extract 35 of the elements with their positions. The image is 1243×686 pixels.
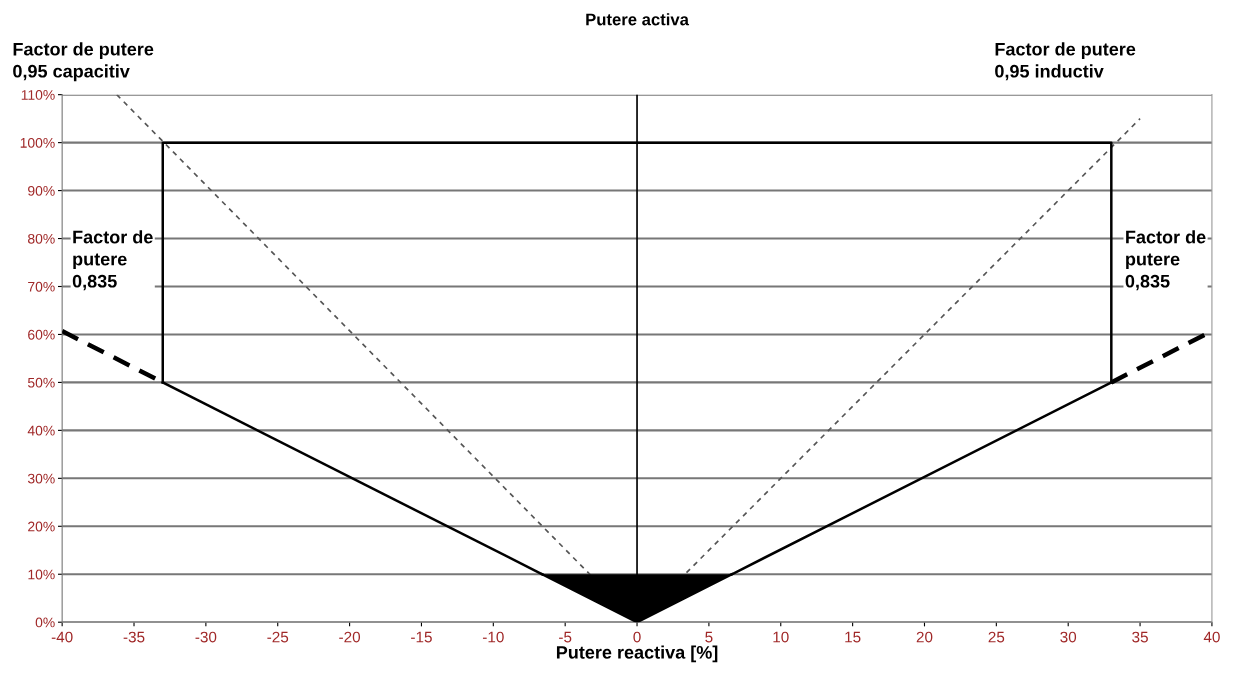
annotation: Factor de putere 0,835 (72, 230, 153, 291)
y-tick-label: 100% (20, 137, 55, 148)
x-tick-label: 35 (1132, 631, 1148, 643)
x-tick-label: 0 (633, 631, 641, 643)
x-tick-label: 25 (988, 631, 1005, 643)
x-tick-label: -30 (195, 631, 217, 643)
x-tick-label: -20 (339, 631, 361, 643)
x-tick-label: -25 (267, 631, 289, 643)
y-tick-label: 20% (28, 521, 55, 532)
x-tick-label: 15 (845, 631, 861, 643)
x-tick-label: -15 (411, 631, 432, 643)
x-tick-label: 30 (1060, 631, 1077, 643)
x-tick-label: 5 (705, 631, 713, 643)
y-tick-label: 10% (28, 569, 55, 580)
text: Factor de putere 0,95 inductiv (995, 42, 1136, 81)
x-tick-label: 40 (1203, 631, 1220, 643)
x-tick-label: 10 (773, 631, 789, 643)
y-tick-label: 0% (35, 617, 55, 628)
y-tick-label: 60% (28, 329, 55, 340)
x-tick-label: -40 (51, 631, 73, 643)
y-tick-label: 90% (28, 185, 55, 196)
x-tick-label: -10 (482, 631, 504, 643)
annotation: Factor de putere 0,835 (1125, 230, 1206, 291)
chart-title: Putere activa (586, 13, 690, 26)
x-axis-title: Putere reactiva [%] (556, 645, 718, 663)
y-tick-label: 40% (27, 425, 55, 436)
y-tick-label: 80% (28, 233, 55, 244)
y-tick-label: 30% (27, 473, 55, 484)
x-tick-label: 20 (916, 631, 933, 643)
y-tick-label: 70% (28, 281, 55, 292)
y-tick-label: 110% (21, 90, 55, 100)
text: Factor de putere 0,95 capacitiv (13, 42, 154, 82)
y-tick-label: 50% (27, 377, 55, 388)
x-tick-label: -5 (559, 631, 572, 643)
x-tick-label: -35 (123, 631, 145, 643)
